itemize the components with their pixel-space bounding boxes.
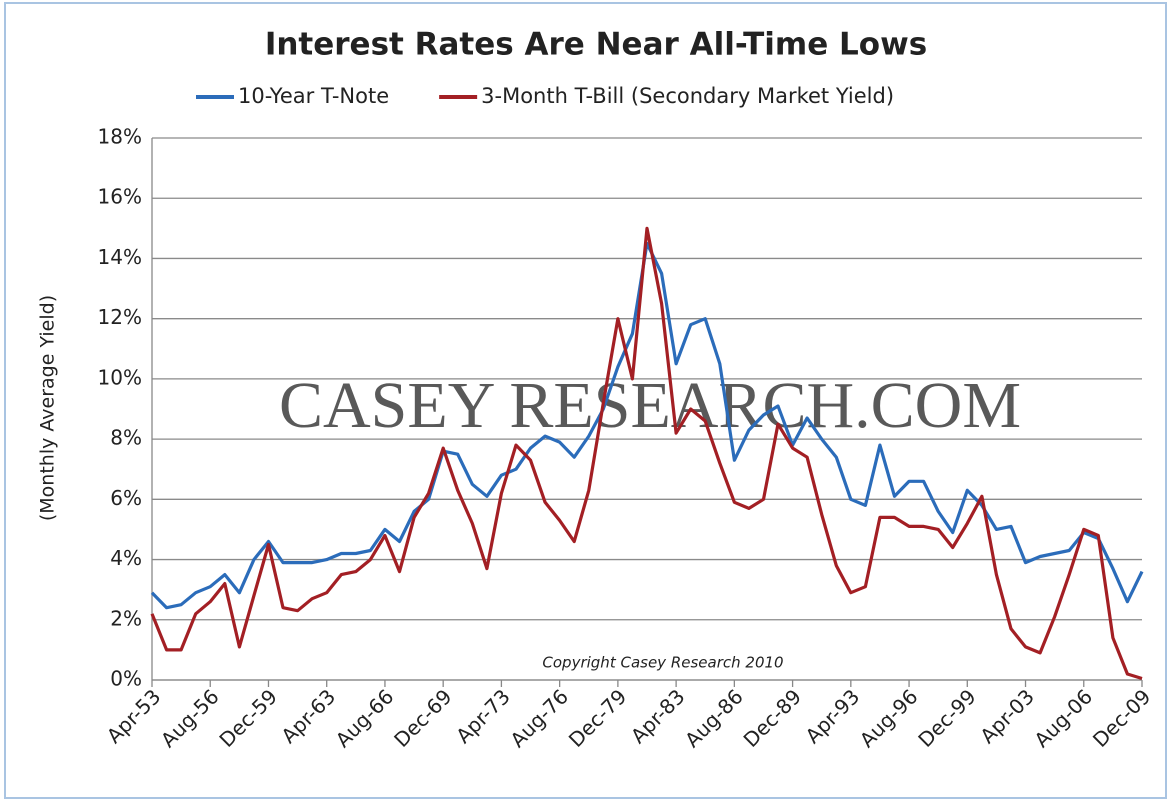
y-tick-label: 14% xyxy=(98,245,142,269)
legend-label: 10-Year T-Note xyxy=(238,84,389,108)
y-tick-label: 0% xyxy=(110,667,142,691)
chart-title: Interest Rates Are Near All-Time Lows xyxy=(265,27,927,63)
watermark: CASEY RESEARCH.COM xyxy=(279,369,1021,442)
y-axis-label: (Monthly Average Yield) xyxy=(37,295,59,521)
legend-label: 3-Month T-Bill (Secondary Market Yield) xyxy=(481,84,894,108)
annotation: Copyright Casey Research 2010 xyxy=(542,654,783,672)
series-line xyxy=(150,226,1143,681)
y-tick-label: 18% xyxy=(98,125,142,149)
chart-border xyxy=(4,2,1167,799)
y-tick-label: 6% xyxy=(110,486,142,510)
y-tick-label: 16% xyxy=(98,185,142,209)
y-tick-label: 4% xyxy=(110,546,142,570)
y-tick-label: 10% xyxy=(98,365,142,389)
y-tick-label: 12% xyxy=(98,305,142,329)
y-tick-label: 2% xyxy=(110,606,142,630)
y-tick-label: 8% xyxy=(110,426,142,450)
